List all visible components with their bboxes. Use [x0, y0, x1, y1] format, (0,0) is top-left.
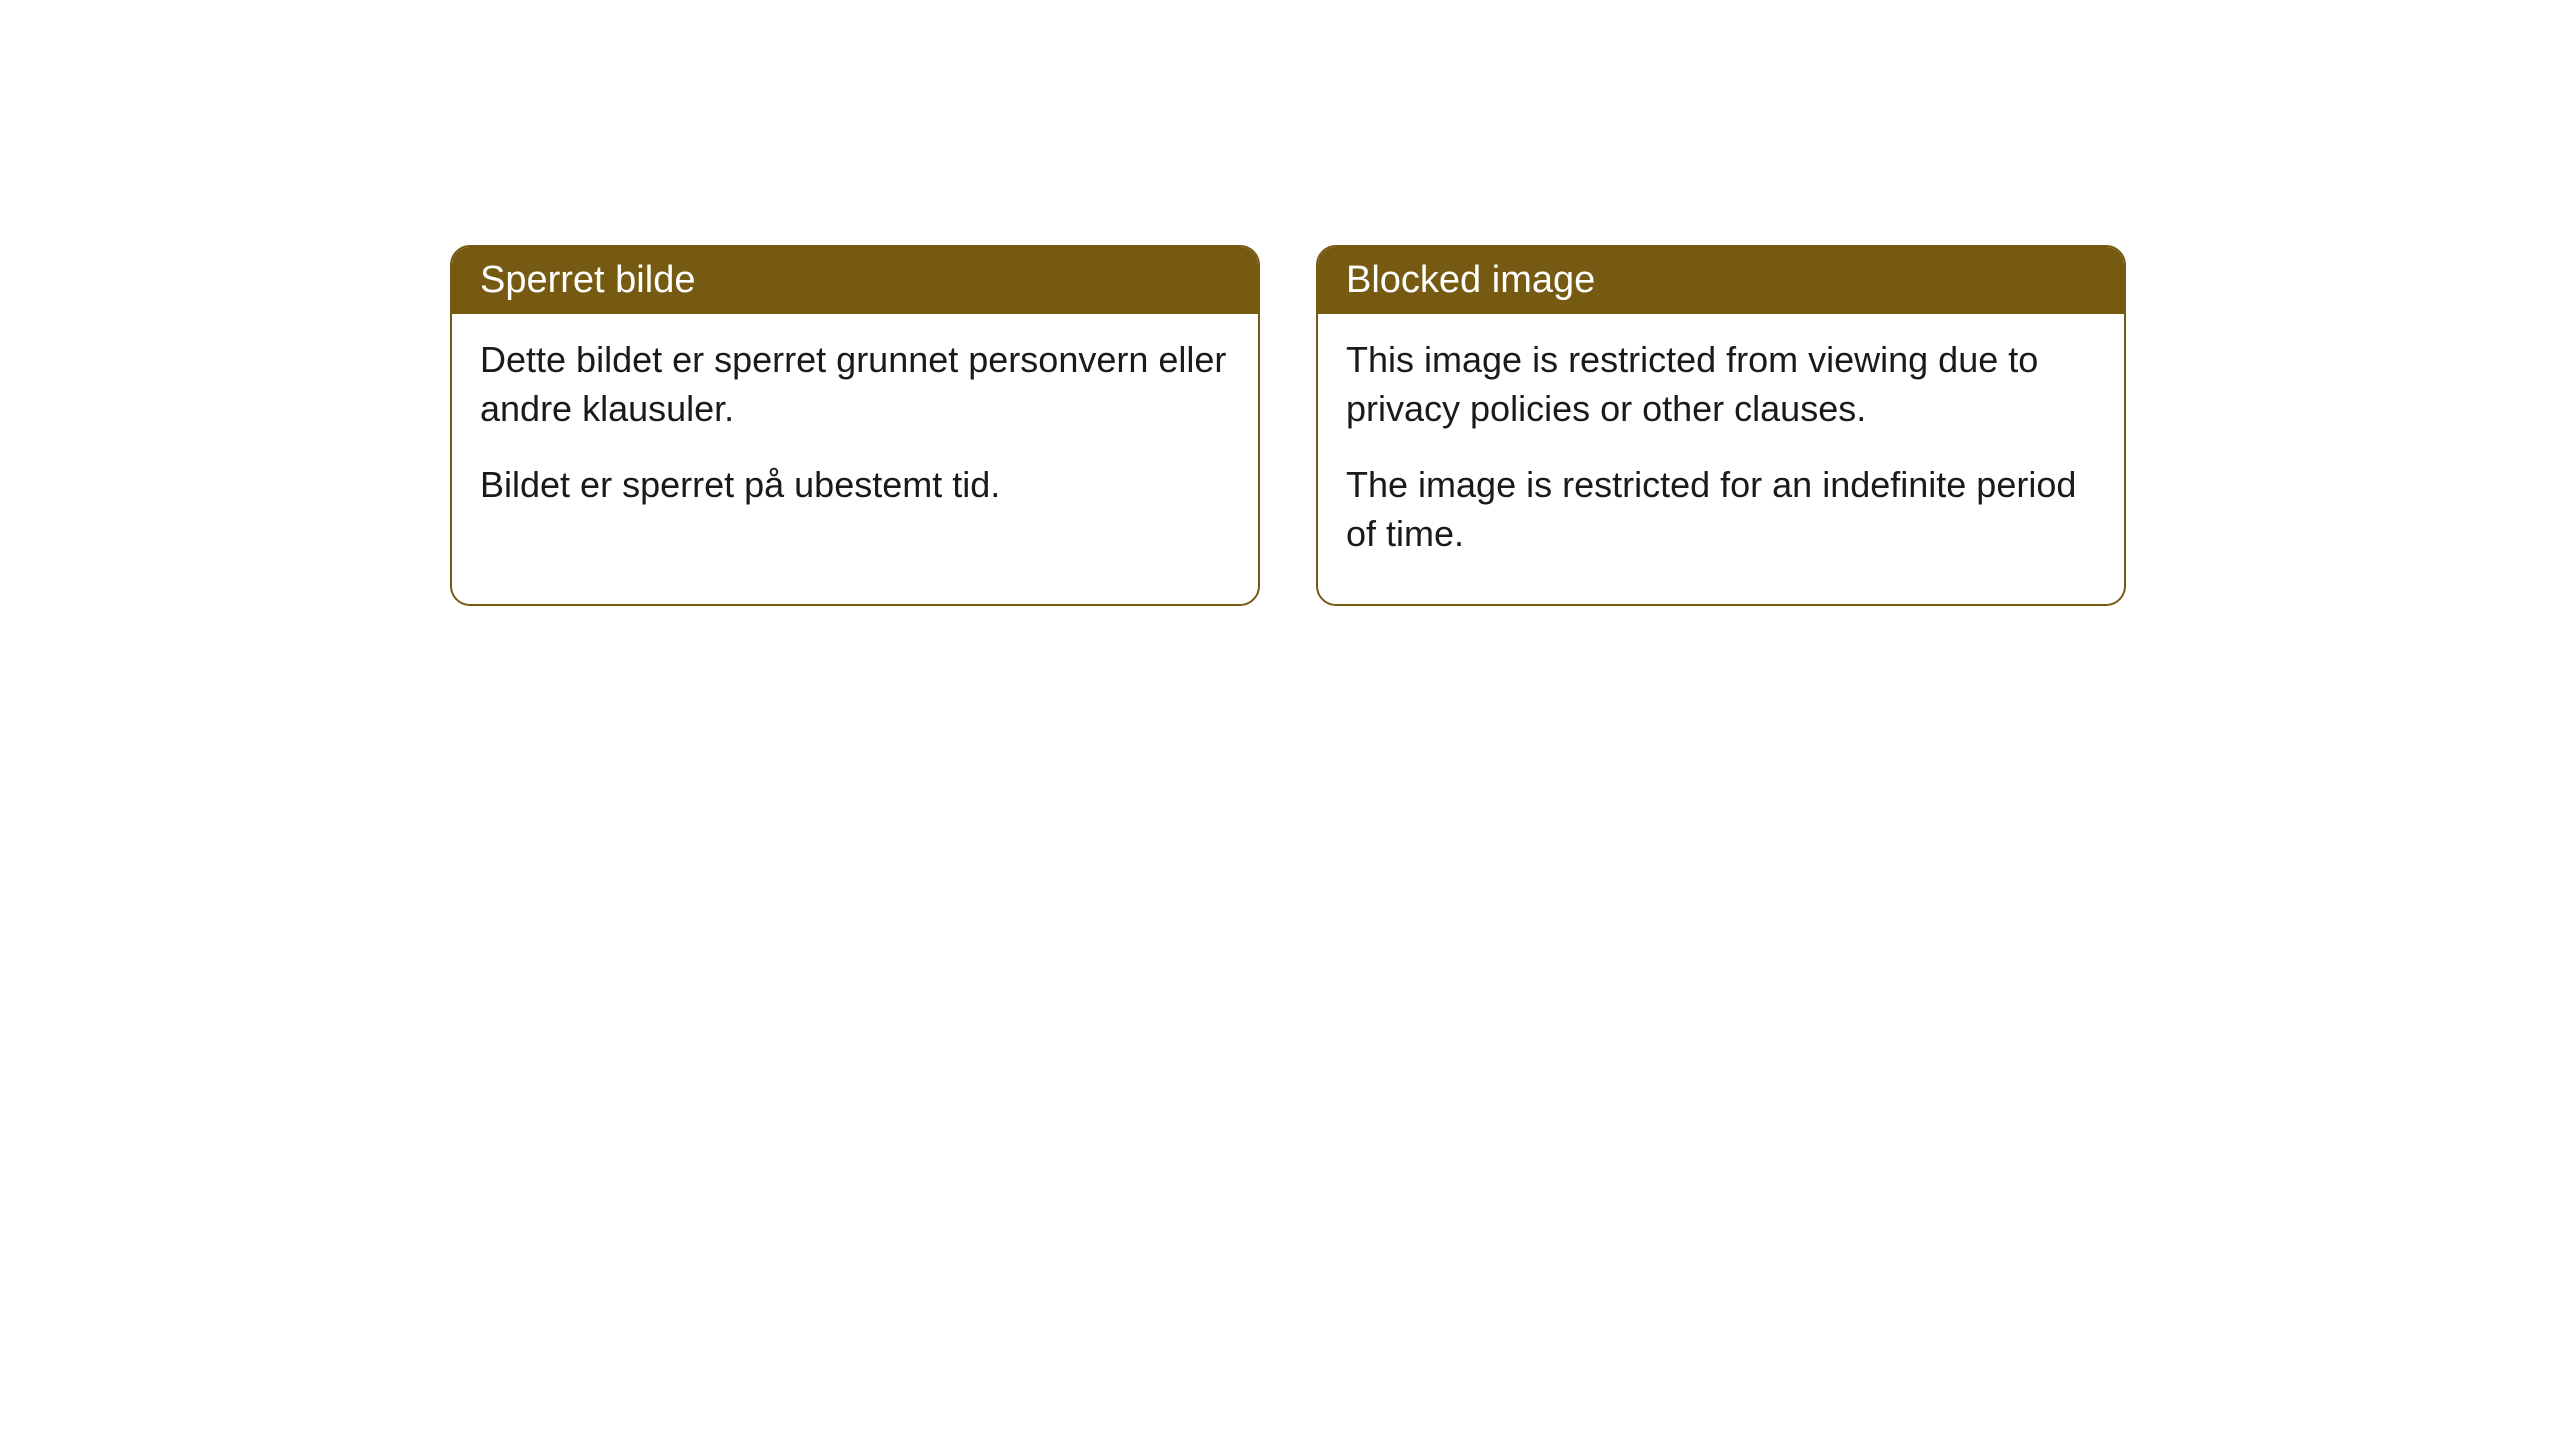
- card-paragraph-1: This image is restricted from viewing du…: [1346, 336, 2096, 433]
- notice-card-norwegian: Sperret bilde Dette bildet er sperret gr…: [450, 245, 1260, 606]
- card-body-english: This image is restricted from viewing du…: [1318, 314, 2124, 604]
- card-paragraph-2: The image is restricted for an indefinit…: [1346, 461, 2096, 558]
- card-header-norwegian: Sperret bilde: [452, 247, 1258, 314]
- card-title: Sperret bilde: [480, 259, 695, 301]
- card-paragraph-1: Dette bildet er sperret grunnet personve…: [480, 336, 1230, 433]
- card-title: Blocked image: [1346, 259, 1595, 301]
- notice-cards-container: Sperret bilde Dette bildet er sperret gr…: [450, 245, 2560, 606]
- card-header-english: Blocked image: [1318, 247, 2124, 314]
- notice-card-english: Blocked image This image is restricted f…: [1316, 245, 2126, 606]
- card-body-norwegian: Dette bildet er sperret grunnet personve…: [452, 314, 1258, 556]
- card-paragraph-2: Bildet er sperret på ubestemt tid.: [480, 461, 1230, 510]
